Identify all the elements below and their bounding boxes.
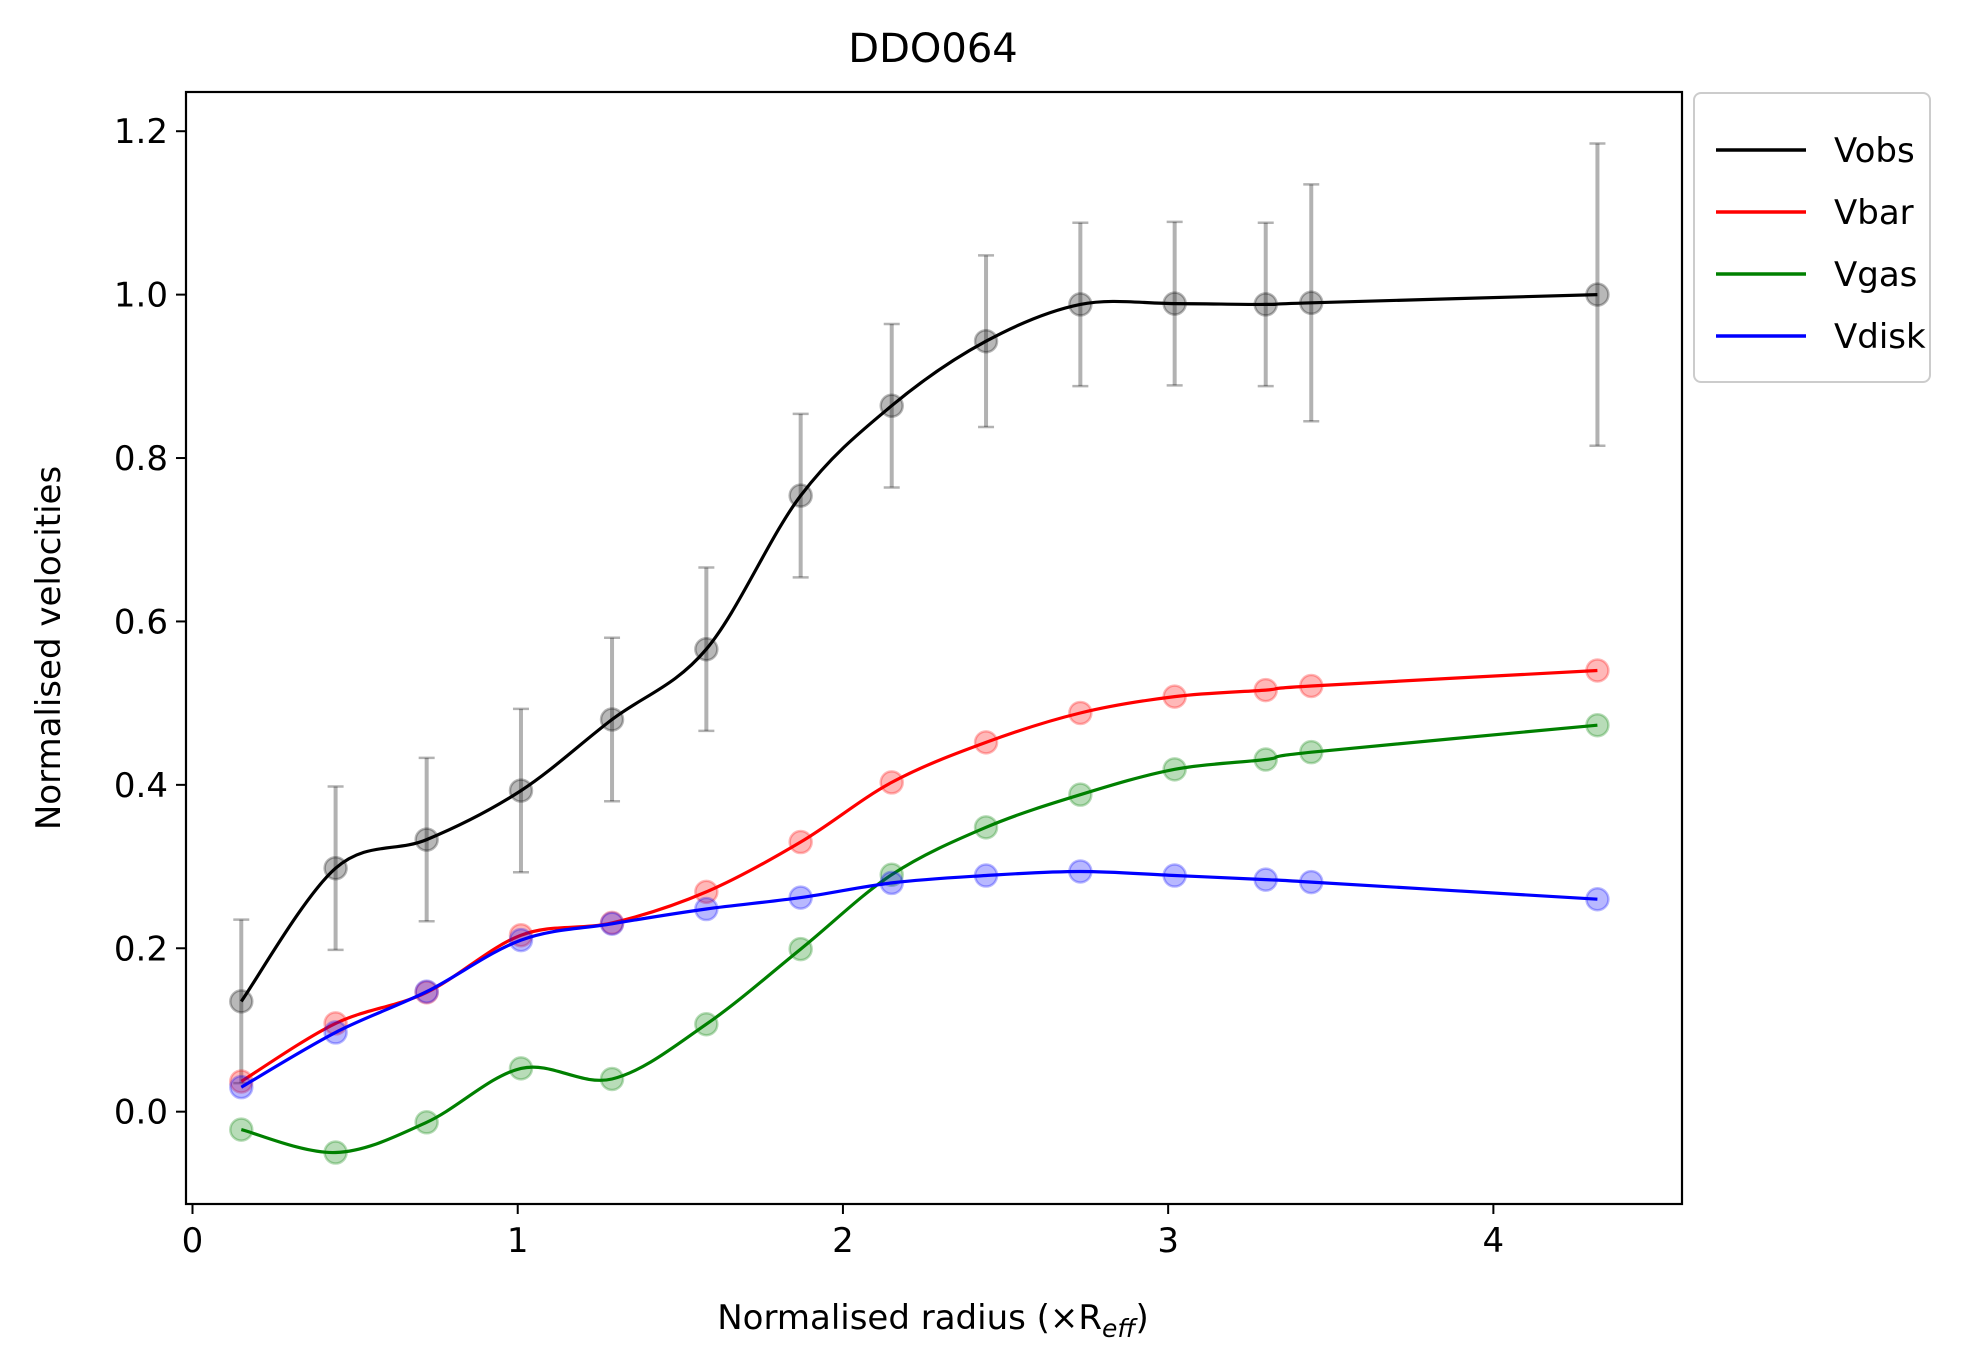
x-axis-label-close: ): [1135, 1298, 1148, 1338]
plot-frame: [184, 90, 1684, 1206]
y-tick-label: 0.4: [114, 766, 168, 806]
series-line: [239, 293, 1598, 1003]
legend-label: Vobs: [1834, 131, 1915, 171]
series-vgas: [229, 712, 1610, 1165]
legend-box: [1693, 92, 1931, 383]
x-axis-label: Normalised radius (×Reff): [717, 1298, 1148, 1343]
series-line: [240, 723, 1598, 1155]
y-tick-label: 0.0: [114, 1093, 168, 1133]
series-vdisk: [229, 859, 1610, 1100]
data-point: [229, 1117, 254, 1142]
chart-title: DDO064: [848, 26, 1017, 72]
series-vbar: [229, 658, 1610, 1094]
y-tick-label: 0.2: [114, 929, 168, 969]
y-axis: 0.0 0.2 0.4 0.6 0.8 1.0 1.2: [114, 112, 186, 1133]
series-line: [240, 668, 1598, 1083]
legend-label: Vbar: [1834, 193, 1914, 233]
series-vobs: [229, 142, 1610, 1085]
legend: Vobs Vbar Vgas Vdisk: [1693, 92, 1931, 383]
x-tick-label: 0: [182, 1221, 204, 1261]
x-axis-label-subscript: eff: [1102, 1314, 1138, 1343]
x-tick-label: 4: [1483, 1221, 1505, 1261]
legend-label: Vdisk: [1834, 317, 1926, 357]
y-axis-label: Normalised velocities: [29, 466, 69, 830]
x-axis-label-main: Normalised radius (×R: [717, 1298, 1102, 1338]
y-tick-label: 0.8: [114, 439, 168, 479]
x-tick-label: 1: [507, 1221, 529, 1261]
x-axis: 0 1 2 3 4: [182, 1204, 1505, 1261]
legend-label: Vgas: [1834, 255, 1917, 295]
series-line: [240, 869, 1598, 1089]
y-tick-label: 1.0: [114, 276, 168, 316]
y-tick-label: 0.6: [114, 602, 168, 642]
series-layer: [229, 142, 1610, 1165]
x-tick-label: 3: [1157, 1221, 1179, 1261]
y-tick-label: 1.2: [114, 112, 168, 152]
x-tick-label: 2: [832, 1221, 854, 1261]
